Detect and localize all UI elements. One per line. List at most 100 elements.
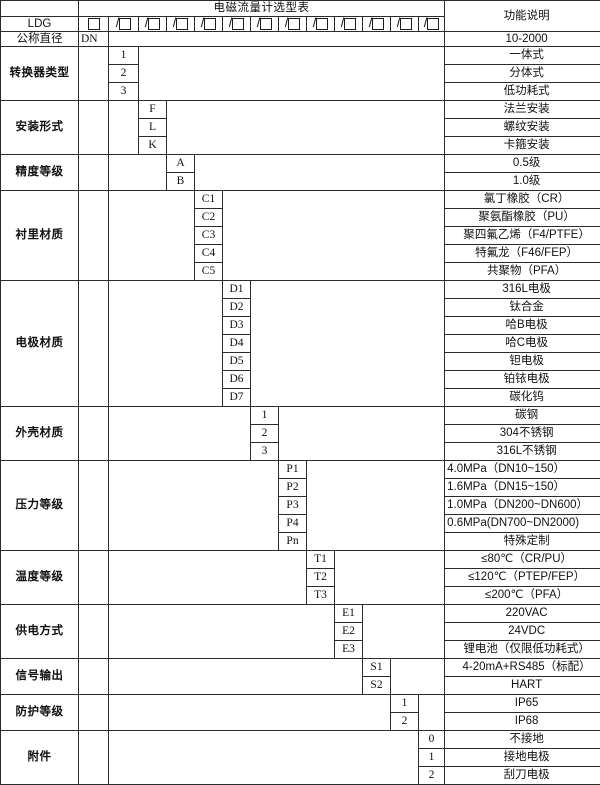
code-cell[interactable]: S2 — [363, 677, 391, 695]
code-cell[interactable]: S1 — [363, 659, 391, 677]
code-cell[interactable]: C3 — [195, 227, 223, 245]
slot-box-10[interactable]: / — [363, 17, 391, 32]
slash-icon: / — [145, 17, 149, 30]
empty-box-icon — [204, 18, 216, 30]
slash-icon: / — [424, 17, 428, 30]
filler-left — [109, 659, 363, 695]
code-cell[interactable]: C4 — [195, 245, 223, 263]
desc-cell: 220VAC — [445, 605, 600, 623]
filler-left — [109, 605, 335, 659]
code-cell[interactable]: K — [139, 137, 167, 155]
row-label-9: 信号输出 — [1, 659, 79, 695]
slot-box-11[interactable]: / — [391, 17, 419, 32]
filler-left — [109, 461, 279, 551]
filler-left — [109, 551, 307, 605]
code-cell[interactable]: P2 — [279, 479, 307, 497]
code-cell[interactable]: 1 — [109, 47, 139, 65]
code-cell[interactable]: E2 — [335, 623, 363, 641]
code-cell[interactable]: 2 — [391, 713, 419, 731]
code-cell[interactable]: F — [139, 101, 167, 119]
code-cell[interactable]: Pn — [279, 533, 307, 551]
code-cell[interactable]: 2 — [109, 65, 139, 83]
desc-cell: 一体式 — [445, 47, 600, 65]
code-cell[interactable]: P1 — [279, 461, 307, 479]
code-cell[interactable]: D6 — [223, 371, 251, 389]
row-label-5: 外壳材质 — [1, 407, 79, 461]
filler-right — [223, 191, 445, 281]
code-cell[interactable]: D3 — [223, 317, 251, 335]
desc-cell: 聚四氟乙烯（F4/PTFE） — [445, 227, 600, 245]
row-label-nominal-diameter: 公称直径 — [1, 32, 79, 47]
slot-box-5[interactable]: / — [223, 17, 251, 32]
slot-box-2[interactable]: / — [139, 17, 167, 32]
filler-left — [109, 155, 167, 191]
code-cell[interactable]: 2 — [419, 767, 445, 785]
empty-box-icon — [372, 18, 384, 30]
spacer-dn-col — [79, 659, 109, 695]
code-cell[interactable]: 2 — [251, 425, 279, 443]
code-cell[interactable]: 3 — [251, 443, 279, 461]
empty-box-icon — [232, 18, 244, 30]
slash-icon: / — [369, 17, 373, 30]
code-cell[interactable]: P3 — [279, 497, 307, 515]
slot-box-12[interactable]: / — [419, 17, 445, 32]
code-cell[interactable]: 0 — [419, 731, 445, 749]
slot-box-4[interactable]: / — [195, 17, 223, 32]
filler-left — [109, 191, 195, 281]
code-cell[interactable]: T3 — [307, 587, 335, 605]
desc-cell: 哈B电极 — [445, 317, 600, 335]
slot-box-6[interactable]: / — [251, 17, 279, 32]
slot-box-7[interactable]: / — [279, 17, 307, 32]
desc-cell: 共聚物（PFA） — [445, 263, 600, 281]
spacer-dn-col — [79, 47, 109, 101]
spacer-dn-col — [79, 155, 109, 191]
slot-box-9[interactable]: / — [335, 17, 363, 32]
code-cell[interactable]: D1 — [223, 281, 251, 299]
slash-icon: / — [201, 17, 205, 30]
code-cell[interactable]: D4 — [223, 335, 251, 353]
code-cell[interactable]: C1 — [195, 191, 223, 209]
code-cell[interactable]: T2 — [307, 569, 335, 587]
desc-cell: 碳钢 — [445, 407, 600, 425]
code-cell[interactable]: 1 — [419, 749, 445, 767]
filler-left — [109, 695, 391, 731]
spacer-dn-col — [79, 605, 109, 659]
code-cell[interactable]: C2 — [195, 209, 223, 227]
filler-right — [307, 461, 445, 551]
slot-box-1[interactable]: / — [109, 17, 139, 32]
empty-box-icon — [400, 18, 412, 30]
desc-cell: HART — [445, 677, 600, 695]
slot-box-0[interactable] — [79, 17, 109, 32]
slot-box-8[interactable]: / — [307, 17, 335, 32]
code-cell[interactable]: A — [167, 155, 195, 173]
code-cell[interactable]: E1 — [335, 605, 363, 623]
desc-cell: 1.0级 — [445, 173, 600, 191]
filler — [109, 32, 445, 47]
code-cell[interactable]: L — [139, 119, 167, 137]
desc-cell: 1.6MPa（DN15~150） — [445, 479, 600, 497]
code-cell[interactable]: P4 — [279, 515, 307, 533]
spacer-dn-col — [79, 731, 109, 785]
desc-cell: 0.6MPa(DN700~DN2000) — [445, 515, 600, 533]
empty-box-icon — [88, 18, 100, 30]
slash-icon: / — [313, 17, 317, 30]
code-cell[interactable]: E3 — [335, 641, 363, 659]
code-cell[interactable]: C5 — [195, 263, 223, 281]
code-cell[interactable]: 1 — [391, 695, 419, 713]
desc-cell: 316L电极 — [445, 281, 600, 299]
slash-icon: / — [285, 17, 289, 30]
code-cell[interactable]: T1 — [307, 551, 335, 569]
row-label-0: 转换器类型 — [1, 47, 79, 101]
slot-box-3[interactable]: / — [167, 17, 195, 32]
code-cell[interactable]: B — [167, 173, 195, 191]
code-cell[interactable]: 3 — [109, 83, 139, 101]
code-cell[interactable]: 1 — [251, 407, 279, 425]
code-cell[interactable]: D2 — [223, 299, 251, 317]
code-cell[interactable]: D5 — [223, 353, 251, 371]
desc-cell: 铂铱电极 — [445, 371, 600, 389]
code-cell[interactable]: D7 — [223, 389, 251, 407]
